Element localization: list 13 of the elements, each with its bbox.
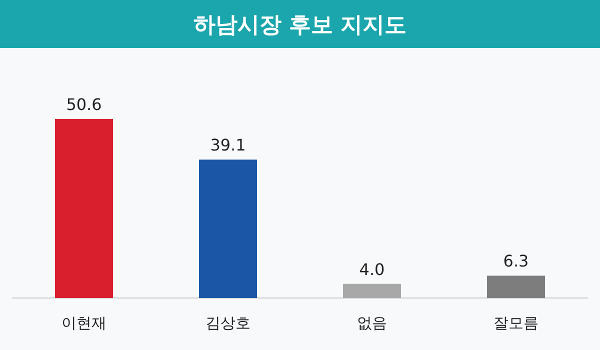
chart-title: 하남시장 후보 지지도 [193,13,407,38]
data-label: 39.1 [210,136,246,155]
x-tick-label: 이현재 [62,314,106,332]
bar [55,118,113,298]
data-label: 6.3 [503,252,529,271]
data-label: 50.6 [66,94,102,114]
bar [487,276,545,298]
bar [199,160,257,298]
data-label: 4.0 [359,260,385,279]
x-tick-label: 없음 [357,314,387,332]
bar [343,284,401,298]
x-tick-label: 잘모름 [494,314,538,332]
x-tick-label: 김상호 [206,314,250,332]
